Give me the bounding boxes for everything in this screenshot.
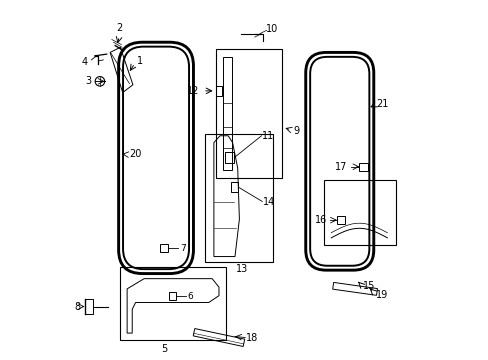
Text: 2: 2 xyxy=(116,23,122,33)
Bar xyxy=(336,216,345,224)
Bar xyxy=(230,183,238,192)
Text: 16: 16 xyxy=(314,215,326,225)
Text: 10: 10 xyxy=(265,24,277,34)
Text: 4: 4 xyxy=(81,57,87,67)
Text: 8: 8 xyxy=(74,302,81,311)
Text: 20: 20 xyxy=(129,149,142,159)
Text: 6: 6 xyxy=(187,292,193,301)
Text: 17: 17 xyxy=(334,162,346,172)
Text: 1: 1 xyxy=(137,56,143,66)
Bar xyxy=(205,134,273,262)
Text: 12: 12 xyxy=(187,86,199,96)
Text: 3: 3 xyxy=(85,76,91,86)
Text: 11: 11 xyxy=(262,131,274,141)
Text: 7: 7 xyxy=(180,244,186,253)
Text: 19: 19 xyxy=(375,290,387,300)
Text: 14: 14 xyxy=(263,197,275,207)
Bar xyxy=(224,152,234,163)
Text: 13: 13 xyxy=(235,265,247,274)
Bar xyxy=(215,49,282,178)
Bar xyxy=(359,163,367,171)
Text: 21: 21 xyxy=(376,99,388,109)
Text: 15: 15 xyxy=(362,282,374,292)
Bar xyxy=(160,244,167,252)
Text: 9: 9 xyxy=(293,126,299,136)
Bar xyxy=(215,86,222,96)
Bar xyxy=(324,180,395,245)
Text: 18: 18 xyxy=(245,333,258,342)
Bar xyxy=(169,292,176,300)
Text: 5: 5 xyxy=(161,344,167,354)
Bar xyxy=(120,267,225,340)
Bar xyxy=(84,300,93,314)
